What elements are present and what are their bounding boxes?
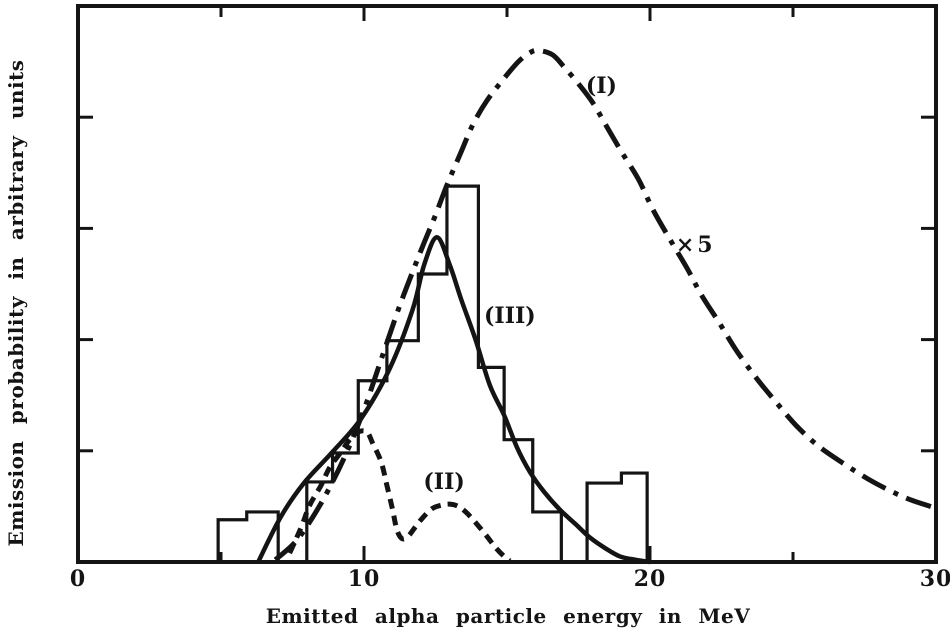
histogram-outline xyxy=(216,184,649,564)
curve-III xyxy=(256,235,651,565)
curve-I xyxy=(273,47,937,562)
x-tick-label-0: 0 xyxy=(69,566,87,592)
curve-label-II: (II) xyxy=(423,468,465,495)
plot-frame xyxy=(76,4,938,564)
x-tick-label-30: 30 xyxy=(919,566,950,592)
y-axis-title: Emission probability in arbitrary units xyxy=(4,59,28,547)
x-tick-label-10: 10 xyxy=(347,566,381,592)
curve-label-III: (III) xyxy=(484,303,536,330)
x-tick-label-20: 20 xyxy=(633,566,667,592)
scale-factor-label: ×5 xyxy=(675,232,716,259)
curve-label-I: (I) xyxy=(585,73,617,100)
x-axis-title: Emitted alpha particle energy in MeV xyxy=(265,604,751,628)
curve-II xyxy=(287,428,512,563)
